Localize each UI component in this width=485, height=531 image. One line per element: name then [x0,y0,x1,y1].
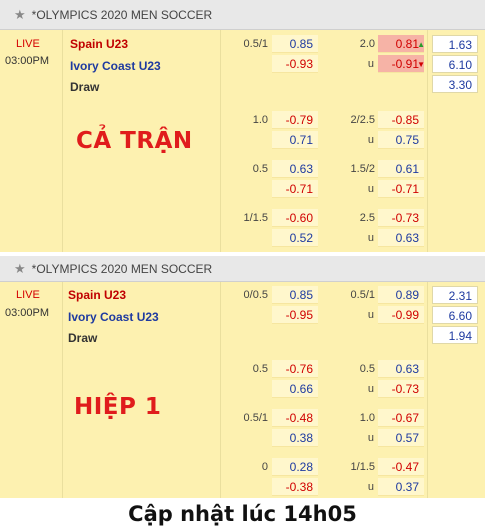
handicap-home-odd[interactable]: -0.60 [272,209,318,227]
draw-label: Draw [70,80,100,94]
under-odd-value: -0.91 [391,57,419,71]
match-time: 03:00PM [5,307,50,319]
match-body: LIVE 03:00PM Spain U23 Ivory Coast U23 D… [0,282,485,498]
star-icon[interactable]: ★ [14,6,26,22]
handicap-away-odd[interactable]: 0.66 [272,380,318,398]
away-win-odd[interactable]: 6.60 [432,306,478,324]
arrow-up-icon: ▲ [417,40,425,49]
under-marker: u [367,432,374,444]
first-half-overlay-label: HIỆP 1 [74,394,162,420]
league-header[interactable]: ★ *OLYMPICS 2020 MEN SOCCER [0,0,485,30]
handicap-home-odd[interactable]: -0.79 [272,111,318,129]
under-odd[interactable]: 0.63 [378,229,424,247]
match-panel-full-time: ★ *OLYMPICS 2020 MEN SOCCER LIVE 03:00PM… [0,0,485,252]
over-odd[interactable]: 0.63 [378,360,424,378]
handicap-away-odd[interactable]: 0.38 [272,429,318,447]
over-odd[interactable]: 0.89 [378,286,424,304]
over-under-line: 2.5 [359,212,375,224]
under-marker: u [367,232,374,244]
match-panel-first-half: ★ *OLYMPICS 2020 MEN SOCCER LIVE 03:00PM… [0,256,485,498]
under-marker: u [367,134,374,146]
under-odd[interactable]: -0.91 ▼ [378,55,425,73]
handicap-away-odd[interactable]: -0.95 [272,306,318,324]
over-under-line: 2/2.5 [350,114,375,126]
handicap-line: 0.5/1 [243,38,268,50]
under-odd[interactable]: 0.75 [378,131,424,149]
live-status: LIVE [16,289,40,301]
handicap-line: 1/1.5 [243,212,268,224]
home-team[interactable]: Spain U23 [70,37,129,51]
handicap-line: 0.5 [252,363,268,375]
handicap-line: 1.0 [252,114,268,126]
draw-odd[interactable]: 3.30 [432,75,478,93]
league-name: *OLYMPICS 2020 MEN SOCCER [31,261,213,276]
over-under-line: 0.5/1 [350,289,375,301]
handicap-away-odd[interactable]: 0.52 [272,229,318,247]
over-odd[interactable]: 0.61 [378,160,424,178]
column-divider [62,30,63,252]
handicap-home-odd[interactable]: 0.85 [272,286,318,304]
league-header[interactable]: ★ *OLYMPICS 2020 MEN SOCCER [0,256,485,282]
over-odd[interactable]: -0.73 [378,209,424,227]
over-odd[interactable]: 0.81 ▲ [378,35,425,53]
over-under-line: 0.5 [359,363,375,375]
handicap-home-odd[interactable]: 0.63 [272,160,318,178]
handicap-home-odd[interactable]: -0.48 [272,409,318,427]
column-divider [220,30,221,252]
draw-label: Draw [68,331,98,345]
under-odd[interactable]: 0.57 [378,429,424,447]
handicap-line: 0/0.5 [243,289,268,301]
under-marker: u [367,309,374,321]
over-odd-value: 0.81 [395,37,419,51]
league-name: *OLYMPICS 2020 MEN SOCCER [31,7,213,22]
handicap-home-odd[interactable]: -0.76 [272,360,318,378]
home-win-odd[interactable]: 2.31 [432,286,478,304]
over-odd[interactable]: -0.67 [378,409,424,427]
handicap-line: 0.5/1 [243,412,268,424]
over-under-line: 2.0 [359,38,375,50]
match-time: 03:00PM [5,55,50,67]
update-time-caption: Cập nhật lúc 14h05 [0,498,485,531]
arrow-down-icon: ▼ [417,60,425,69]
draw-odd[interactable]: 1.94 [432,326,478,344]
over-under-line: 1.0 [359,412,375,424]
away-win-odd[interactable]: 6.10 [432,55,478,73]
over-under-line: 1/1.5 [350,461,375,473]
column-divider [62,282,63,498]
under-odd[interactable]: -0.71 [378,180,424,198]
handicap-away-odd[interactable]: -0.93 [272,55,318,73]
handicap-line: 0.5 [252,163,268,175]
under-marker: u [367,481,374,493]
under-odd[interactable]: -0.73 [378,380,424,398]
handicap-away-odd[interactable]: -0.38 [272,478,318,496]
home-team[interactable]: Spain U23 [68,288,127,302]
under-odd[interactable]: 0.37 [378,478,424,496]
live-status: LIVE [16,38,40,50]
column-divider [427,282,428,498]
over-odd[interactable]: -0.47 [378,458,424,476]
handicap-line: 0 [261,461,268,473]
full-time-overlay-label: CẢ TRẬN [76,128,193,154]
over-odd[interactable]: -0.85 [378,111,424,129]
away-team[interactable]: Ivory Coast U23 [70,59,161,73]
under-marker: u [367,383,374,395]
away-team[interactable]: Ivory Coast U23 [68,310,159,324]
under-marker: u [367,58,374,70]
under-odd[interactable]: -0.99 [378,306,424,324]
column-divider [427,30,428,252]
home-win-odd[interactable]: 1.63 [432,35,478,53]
handicap-away-odd[interactable]: -0.71 [272,180,318,198]
match-body: LIVE 03:00PM Spain U23 Ivory Coast U23 D… [0,30,485,252]
handicap-home-odd[interactable]: 0.85 [272,35,318,53]
star-icon[interactable]: ★ [14,260,26,276]
under-marker: u [367,183,374,195]
handicap-home-odd[interactable]: 0.28 [272,458,318,476]
over-under-line: 1.5/2 [350,163,375,175]
handicap-away-odd[interactable]: 0.71 [272,131,318,149]
column-divider [220,282,221,498]
